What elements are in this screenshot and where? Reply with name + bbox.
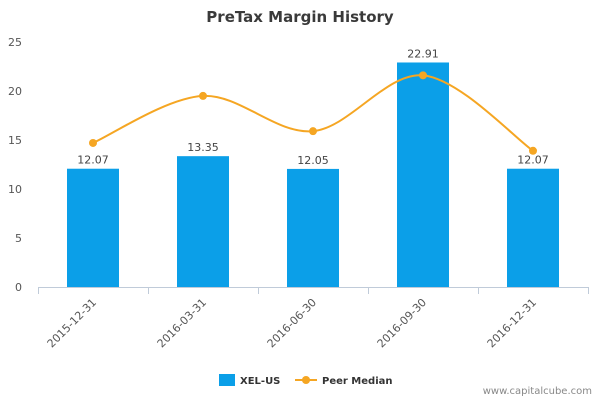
chart-title: PreTax Margin History <box>206 8 394 26</box>
data-labels: 12.07 13.35 12.05 22.91 12.07 <box>77 47 549 166</box>
bar[interactable] <box>67 168 119 287</box>
peer-median-point[interactable] <box>199 91 207 100</box>
x-tick-label: 2016-09-30 <box>375 296 429 350</box>
y-tick-label: 0 <box>15 281 22 294</box>
y-tick-label: 15 <box>8 134 22 147</box>
y-tick-label: 20 <box>8 85 22 98</box>
bar[interactable] <box>507 168 559 287</box>
legend-peer-median-label[interactable]: Peer Median <box>322 376 393 387</box>
bar-data-label: 12.07 <box>77 154 109 167</box>
peer-median-point[interactable] <box>529 146 537 155</box>
bar-data-label: 13.35 <box>187 141 219 154</box>
y-tick-label: 5 <box>15 232 22 245</box>
peer-median-point[interactable] <box>309 127 317 136</box>
bar-data-label: 12.07 <box>517 154 549 167</box>
credit-text: www.capitalcube.com <box>483 386 592 397</box>
peer-median-point[interactable] <box>89 138 97 147</box>
x-axis: 2015-12-31 2016-03-31 2016-06-30 2016-09-30… <box>38 287 589 350</box>
bar[interactable] <box>287 168 339 287</box>
peer-median-point[interactable] <box>419 71 427 80</box>
x-tick-label: 2016-12-31 <box>485 296 539 350</box>
legend-peer-median-marker[interactable] <box>302 376 310 384</box>
bar-data-label: 22.91 <box>407 47 439 60</box>
y-tick-label: 10 <box>8 183 22 196</box>
x-tick-label: 2015-12-31 <box>45 296 99 350</box>
peer-median-line <box>92 74 534 152</box>
x-tick-label: 2016-03-31 <box>155 296 209 350</box>
bar[interactable] <box>177 156 229 287</box>
y-tick-label: 25 <box>8 36 22 49</box>
x-tick-label: 2016-06-30 <box>265 296 319 350</box>
peer-median-series <box>89 71 537 155</box>
legend-xel-us-label[interactable]: XEL-US <box>240 376 280 387</box>
y-axis: 0 5 10 15 20 25 <box>8 36 22 294</box>
bar[interactable] <box>397 62 449 288</box>
bar-series <box>67 62 559 288</box>
bar-data-label: 12.05 <box>297 154 329 167</box>
legend: XEL-US Peer Median <box>219 374 393 387</box>
legend-xel-us-swatch[interactable] <box>219 374 235 386</box>
